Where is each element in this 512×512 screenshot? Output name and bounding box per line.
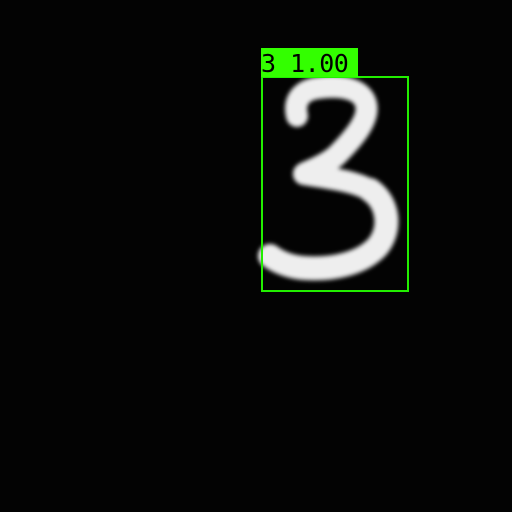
detection-label: 3 1.00 xyxy=(261,48,358,77)
detection-bounding-box xyxy=(261,76,409,292)
